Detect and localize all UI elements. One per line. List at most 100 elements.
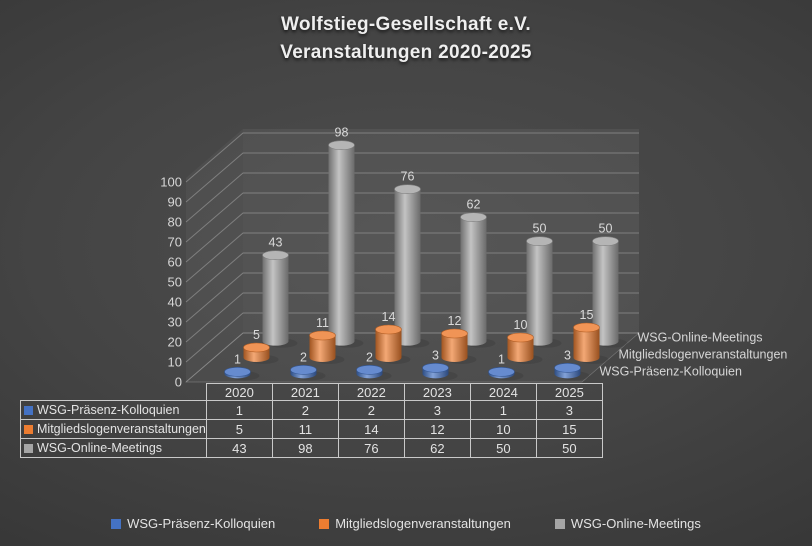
data-label: 14 <box>382 310 396 324</box>
y-axis-tick-label: 80 <box>168 215 182 230</box>
data-label: 50 <box>533 222 547 236</box>
y-axis-tick-label: 70 <box>168 235 182 250</box>
table-cell: 1 <box>469 400 537 420</box>
data-label: 1 <box>498 352 505 366</box>
table-row-series-1: Mitgliedslogenveranstaltungen 5 11 14 12… <box>20 419 603 439</box>
cylinder-WSG-Präsenz-Kolloquien-2023: 3 <box>422 348 458 381</box>
table-row-header: Mitgliedslogenveranstaltungen <box>20 419 207 439</box>
table-cell: 10 <box>469 419 537 439</box>
legend-key-blue <box>24 406 33 415</box>
legend-item-mitglieder: Mitgliedslogenveranstaltungen <box>319 516 511 531</box>
wall-side <box>186 129 243 382</box>
data-label: 62 <box>467 198 481 212</box>
data-label: 3 <box>432 348 439 362</box>
cylinder-WSG-Online-Meetings-2020: 43 <box>262 236 298 348</box>
table-cell: 3 <box>403 400 471 420</box>
cylinder-top <box>592 236 619 246</box>
table-cell: 1 <box>205 400 273 420</box>
table-cell: 76 <box>337 438 405 458</box>
cylinder-top <box>394 184 421 194</box>
table-row-series-2: WSG-Online-Meetings 43 98 76 62 50 50 <box>20 438 603 458</box>
gridline <box>185 252 639 303</box>
table-row-series-0: WSG-Präsenz-Kolloquien 1 2 2 3 1 3 <box>20 400 603 420</box>
cylinder-Mitgliedslogenveranstaltungen-2020: 5 <box>243 328 279 364</box>
table-cell: 15 <box>535 419 603 439</box>
table-cell: 3 <box>535 400 603 420</box>
cylinder-top <box>422 363 449 373</box>
data-label: 5 <box>253 328 260 342</box>
cylinder-Mitgliedslogenveranstaltungen-2024: 10 <box>507 318 543 364</box>
y-axis-tick-label: 90 <box>168 195 182 210</box>
cylinder-Mitgliedslogenveranstaltungen-2025: 15 <box>573 308 609 364</box>
gridline <box>185 212 639 263</box>
cylinder-WSG-Präsenz-Kolloquien-2021: 2 <box>290 350 326 381</box>
table-cell: 62 <box>403 438 471 458</box>
year-label: 2024 <box>469 383 537 401</box>
legend-key-orange <box>24 425 33 434</box>
y-axis-tick-label: 40 <box>168 295 182 310</box>
data-label: 1 <box>234 352 241 366</box>
data-label: 12 <box>448 314 462 328</box>
cylinder-WSG-Präsenz-Kolloquien-2022: 2 <box>356 350 392 381</box>
cylinder-body <box>507 337 534 362</box>
cylinder-top <box>554 363 581 373</box>
cylinder-body <box>394 189 421 346</box>
cylinder-body <box>526 241 553 346</box>
data-label: 2 <box>366 350 373 364</box>
table-cell: 50 <box>469 438 537 458</box>
gridline <box>185 192 639 243</box>
cylinder-top <box>243 342 270 353</box>
year-label: 2021 <box>271 383 339 401</box>
cylinder-WSG-Präsenz-Kolloquien-2024: 1 <box>488 352 524 381</box>
gridline <box>185 232 639 283</box>
cylinder-top <box>356 365 383 375</box>
gridline <box>185 132 639 183</box>
y-axis-tick-label: 30 <box>168 315 182 330</box>
legend-label: WSG-Online-Meetings <box>570 516 701 531</box>
legend-label: Mitgliedslogenveranstaltungen <box>335 516 511 531</box>
y-axis-tick-label: 20 <box>168 335 182 350</box>
series-axis-label: Mitgliedslogenveranstaltungen <box>619 348 788 362</box>
year-label: 2020 <box>205 383 273 401</box>
series-name: WSG-Online-Meetings <box>37 441 163 455</box>
gridline <box>185 172 639 223</box>
y-axis-tick-label: 100 <box>160 175 182 190</box>
year-label: 2025 <box>535 383 603 401</box>
legend-key-gray <box>24 444 33 453</box>
table-cell: 14 <box>337 419 405 439</box>
data-label: 76 <box>401 170 415 184</box>
y-axis-tick-label: 50 <box>168 275 182 290</box>
cylinder-body <box>262 255 289 346</box>
table-cell: 12 <box>403 419 471 439</box>
data-label: 43 <box>269 236 283 250</box>
cylinder-top <box>488 367 515 377</box>
cylinder-body <box>441 333 468 362</box>
cylinder-top <box>573 322 600 333</box>
y-axis-tick-label: 0 <box>175 375 182 390</box>
table-corner-cell <box>21 384 207 401</box>
chart-title: Wolfstieg-Gesellschaft e.V. Veranstaltun… <box>0 11 812 67</box>
legend-item-praesenz: WSG-Präsenz-Kolloquien <box>111 516 275 531</box>
legend-swatch-blue <box>111 518 122 529</box>
table-row-header: WSG-Präsenz-Kolloquien <box>20 400 207 420</box>
cylinder-Mitgliedslogenveranstaltungen-2022: 14 <box>375 310 411 364</box>
legend-swatch-gray <box>554 518 565 529</box>
cylinder-top <box>224 367 251 377</box>
cylinder-WSG-Präsenz-Kolloquien-2025: 3 <box>554 348 590 381</box>
year-label: 2023 <box>403 383 471 401</box>
series-name: Mitgliedslogenveranstaltungen <box>37 422 206 436</box>
wall-back <box>243 129 639 333</box>
gridline <box>185 272 639 323</box>
cylinder-body <box>592 241 619 346</box>
chart-data-table: 2020 2021 2022 2023 2024 2025 WSG-Präsen… <box>20 383 603 458</box>
cylinder-body <box>328 145 355 346</box>
year-label: 2022 <box>337 383 405 401</box>
cylinder-top <box>309 330 336 341</box>
cylinder-body <box>375 329 402 362</box>
cylinder-top <box>375 324 402 335</box>
cylinder-WSG-Online-Meetings-2024: 50 <box>526 222 562 348</box>
cylinder-body <box>573 327 600 362</box>
gridline <box>185 312 639 363</box>
cylinder-top <box>290 365 317 375</box>
